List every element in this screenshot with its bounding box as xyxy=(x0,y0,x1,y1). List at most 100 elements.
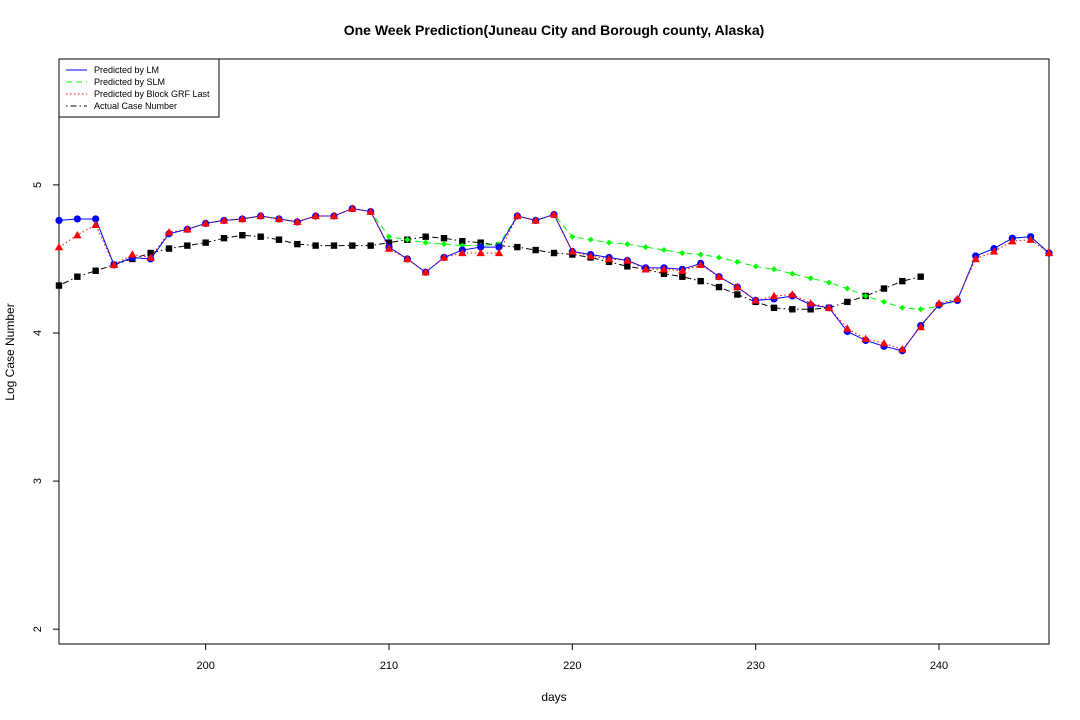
y-tick-label: 2 xyxy=(32,626,44,632)
data-point xyxy=(714,272,724,280)
data-point xyxy=(789,306,796,313)
data-point xyxy=(494,248,504,257)
data-point xyxy=(549,210,559,218)
data-point xyxy=(715,283,723,291)
x-axis: 200 210 220 230 240 xyxy=(196,644,948,672)
data-point xyxy=(239,232,246,239)
x-tick-label: 200 xyxy=(196,660,214,672)
data-point xyxy=(55,282,63,289)
data-point xyxy=(697,277,704,285)
data-point xyxy=(91,220,100,229)
data-point xyxy=(844,285,851,292)
data-point xyxy=(881,298,887,305)
chart-title: One Week Prediction(Juneau City and Boro… xyxy=(344,22,765,38)
data-point xyxy=(770,304,778,312)
data-point xyxy=(184,242,191,249)
data-point xyxy=(624,241,631,248)
data-point xyxy=(550,249,558,257)
data-point xyxy=(73,215,81,223)
data-point xyxy=(899,277,906,285)
data-point xyxy=(971,254,980,263)
data-point xyxy=(219,216,229,224)
data-point xyxy=(807,306,814,313)
data-point xyxy=(916,322,925,331)
data-point xyxy=(73,231,82,239)
plot-frame xyxy=(58,58,1050,645)
series-layer xyxy=(54,204,1054,355)
data-point xyxy=(274,214,284,223)
legend-entry: Predicted by SLM xyxy=(94,77,165,87)
data-point xyxy=(109,260,119,269)
data-point xyxy=(458,248,467,257)
data-point xyxy=(843,324,852,332)
data-point xyxy=(642,244,649,251)
data-point xyxy=(734,291,741,298)
data-point xyxy=(824,303,834,311)
data-point xyxy=(679,273,686,280)
data-point xyxy=(953,294,962,303)
series-predicted-by-block-grf-last xyxy=(54,204,1054,353)
data-point xyxy=(54,242,64,251)
data-point xyxy=(697,251,704,258)
x-tick-label: 210 xyxy=(380,660,398,672)
data-point xyxy=(385,239,393,246)
data-point xyxy=(661,247,667,254)
data-point xyxy=(439,253,449,261)
legend-entry: Predicted by LM xyxy=(94,65,159,75)
data-point xyxy=(880,285,888,292)
data-point xyxy=(275,236,283,243)
legend-entry: Predicted by Block GRF Last xyxy=(94,89,210,99)
data-point xyxy=(788,290,797,298)
data-point xyxy=(164,228,174,236)
data-point xyxy=(55,216,63,225)
data-point xyxy=(238,214,247,223)
data-point xyxy=(348,204,357,212)
data-point xyxy=(513,211,522,220)
data-point xyxy=(660,270,668,277)
data-point xyxy=(476,248,485,257)
data-point xyxy=(917,273,924,280)
data-point xyxy=(294,240,301,248)
x-axis-label: days xyxy=(541,690,566,704)
data-point xyxy=(422,239,429,246)
data-point xyxy=(440,235,448,242)
data-point xyxy=(146,253,155,261)
data-point xyxy=(256,211,265,220)
data-point xyxy=(403,254,412,263)
x-tick-label: 220 xyxy=(563,660,581,672)
data-point xyxy=(1026,235,1035,243)
data-point xyxy=(147,249,154,257)
data-point xyxy=(92,215,100,223)
x-tick-label: 240 xyxy=(930,660,948,672)
data-point xyxy=(678,266,687,274)
data-point xyxy=(569,233,576,240)
data-point xyxy=(606,239,612,246)
data-point xyxy=(201,219,210,227)
data-point xyxy=(934,299,944,307)
data-point xyxy=(899,304,906,311)
y-axis: 2 3 4 5 xyxy=(32,182,59,632)
x-tick-label: 230 xyxy=(746,660,764,672)
data-point xyxy=(202,239,209,246)
data-point xyxy=(1008,236,1017,245)
data-point xyxy=(716,254,722,261)
data-point xyxy=(165,245,173,252)
data-point xyxy=(128,250,137,258)
data-point xyxy=(733,282,742,291)
data-point xyxy=(329,211,339,220)
data-point xyxy=(349,242,356,249)
data-point xyxy=(386,233,392,240)
data-point xyxy=(826,279,832,286)
data-point xyxy=(751,296,760,304)
data-point xyxy=(366,207,375,215)
data-point xyxy=(879,339,889,347)
data-point xyxy=(641,265,650,273)
data-point xyxy=(807,275,814,282)
data-point xyxy=(477,243,485,251)
data-point xyxy=(734,258,741,265)
data-point xyxy=(220,235,228,242)
y-axis-label: Log Case Number xyxy=(3,303,17,400)
data-point xyxy=(844,298,851,306)
data-point xyxy=(311,211,320,220)
data-point xyxy=(404,236,411,243)
